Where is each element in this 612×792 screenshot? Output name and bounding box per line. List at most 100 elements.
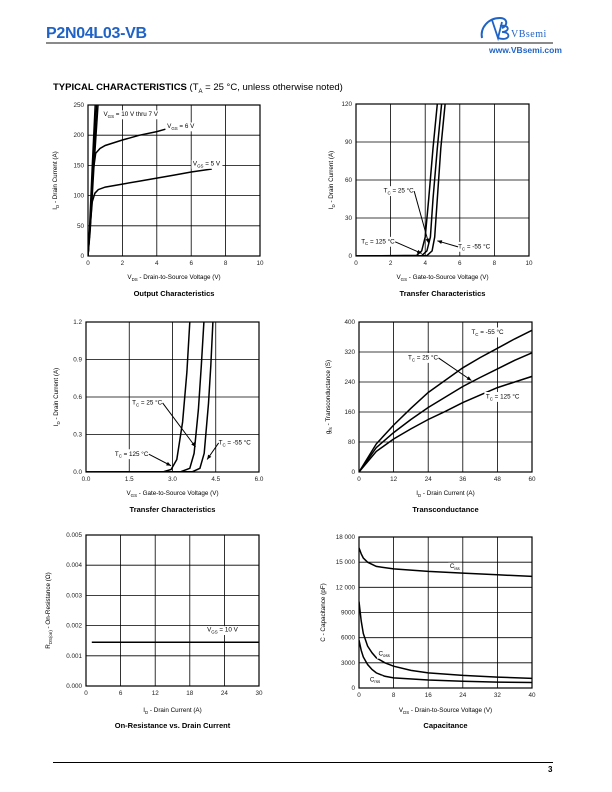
x-tick-label: 12 — [152, 690, 160, 697]
website-link[interactable]: www.VBsemi.com — [489, 45, 562, 55]
chart-title: Transfer Characteristics — [400, 289, 486, 298]
y-tick-label: 18 000 — [336, 534, 356, 541]
annotation-bg — [205, 626, 241, 636]
annotation-label-main: C — [450, 563, 455, 570]
x-tick-label: 30 — [255, 690, 263, 697]
x-tick-label: 24 — [221, 690, 229, 697]
y-tick-label: 1.2 — [73, 319, 82, 326]
x-axis-label-rest: - Drain-to-Source Voltage (V) — [138, 274, 221, 281]
header-divider — [46, 42, 553, 44]
x-tick-label: 2 — [121, 260, 125, 267]
y-tick-label: 0.6 — [73, 394, 82, 401]
y-tick-label: 120 — [341, 101, 352, 108]
condition-prefix: (T — [189, 82, 199, 93]
y-tick-label: 12 000 — [336, 584, 356, 591]
x-tick-label: 24 — [425, 476, 433, 483]
vbsemi-logo-icon — [480, 16, 510, 42]
y-tick-label: 0.3 — [73, 432, 82, 439]
arrowhead-icon — [166, 461, 172, 466]
y-axis-label-subscript: fs — [328, 426, 333, 430]
y-axis-label-subscript: D — [56, 421, 61, 424]
annotation-label-subscript: C — [119, 454, 123, 459]
y-axis-label-main: I — [53, 424, 60, 426]
y-axis-label: RDS(on) - On-Resistance (Ω) — [45, 572, 53, 648]
annotation-bg — [191, 159, 223, 169]
x-tick-label: 0 — [84, 690, 88, 697]
x-axis-label-rest: - Gate-to-Source Voltage (V) — [137, 490, 219, 497]
annotation-bg — [456, 241, 493, 252]
x-tick-label: 12 — [390, 476, 398, 483]
x-tick-label: 16 — [425, 692, 433, 699]
y-tick-label: 0.9 — [73, 357, 82, 364]
y-tick-label: 3000 — [341, 660, 356, 667]
annotation-label-subscript: GS — [211, 630, 217, 635]
annotation-label: TC = -55 °C — [458, 242, 491, 251]
x-tick-label: 0 — [357, 692, 361, 699]
arrowhead-icon — [466, 376, 472, 381]
annotation-label-rest: = -55 °C — [226, 439, 252, 447]
x-axis-label-main: I — [143, 707, 145, 714]
x-tick-label: 4 — [423, 260, 427, 267]
annotation-label-main: T — [115, 451, 119, 458]
y-tick-label: 0 — [351, 469, 355, 476]
x-axis-label-subscript: D — [145, 710, 148, 715]
annotation-bg — [376, 649, 393, 659]
annotation-bg — [217, 438, 253, 448]
condition-subscript: A — [198, 88, 203, 95]
annotation-label: Coss — [378, 650, 390, 658]
series-line — [359, 352, 532, 472]
y-tick-label: 0.005 — [66, 532, 82, 539]
annotation-label: TC = -55 °C — [219, 439, 252, 448]
annotation-bg — [382, 186, 416, 197]
annotation-label-rest: = 125 °C — [122, 450, 149, 458]
annotation-label-rest: = -55 °C — [465, 242, 491, 250]
annotation-label-rest: = 10 V thru 7 V — [114, 111, 159, 118]
annotation-label: VGS = 10 V — [207, 627, 239, 635]
arrowhead-icon — [191, 442, 196, 447]
y-axis-label-subscript: DS(on) — [48, 630, 53, 644]
annotation-label: VGS = 6 V — [167, 123, 195, 131]
annotation-label-main: V — [167, 123, 172, 130]
y-tick-label: 60 — [345, 177, 353, 184]
annotation-label-main: V — [193, 160, 198, 167]
x-tick-label: 36 — [459, 476, 467, 483]
plot-frame — [358, 321, 533, 473]
section-heading: TYPICAL CHARACTERISTICS (TA = 25 °C, unl… — [53, 82, 343, 95]
x-tick-label: 0 — [357, 476, 361, 483]
series-line — [359, 329, 532, 472]
y-tick-label: 15 000 — [336, 559, 356, 566]
annotation-label: TC = 25 °C — [408, 354, 438, 363]
annotation-label: Ciss — [450, 563, 461, 571]
y-tick-label: 0.003 — [66, 592, 82, 599]
annotation-label-subscript: oss — [383, 653, 391, 658]
annotation-label-main: T — [361, 238, 365, 245]
x-axis-label: VGS - Gate-to-Source Voltage (V) — [396, 274, 488, 282]
x-axis-label-main: V — [396, 274, 401, 281]
y-tick-label: 240 — [344, 379, 355, 386]
y-tick-label: 0.000 — [66, 683, 82, 690]
x-tick-label: 8 — [224, 260, 228, 267]
annotation-label-rest: = 25 °C — [415, 354, 438, 362]
y-axis-label-rest: - On-Resistance (Ω) — [45, 572, 52, 630]
y-axis-label-main: R — [45, 644, 52, 649]
x-tick-label: 8 — [392, 692, 396, 699]
x-tick-label: 0.0 — [82, 476, 91, 483]
logo-text: VBsemi — [511, 29, 547, 40]
plot-frame — [87, 104, 261, 257]
y-axis-label-main: C — [320, 637, 327, 642]
y-axis-label: gfs - Transconductance (S) — [325, 360, 333, 434]
annotation-label: TC = -55 °C — [471, 328, 504, 337]
y-axis-label-subscript: D — [55, 205, 60, 208]
x-axis-label-subscript: D — [418, 493, 421, 498]
chart-title: On-Resistance vs. Drain Current — [115, 721, 231, 730]
annotation-label-subscript: GS — [171, 126, 177, 131]
x-axis-label-main: V — [399, 707, 404, 714]
y-axis-label-subscript: D — [331, 204, 336, 207]
plot-frame — [355, 103, 530, 257]
series-line — [359, 547, 532, 578]
chart-2: 0 2 4 6 8 10 0 30 60 90 120 VGS - Gate-to-Source Vo… — [328, 101, 533, 298]
x-tick-label: 4.5 — [211, 476, 220, 483]
x-axis-label-subscript: DS — [132, 277, 138, 282]
x-tick-label: 18 — [186, 690, 194, 697]
